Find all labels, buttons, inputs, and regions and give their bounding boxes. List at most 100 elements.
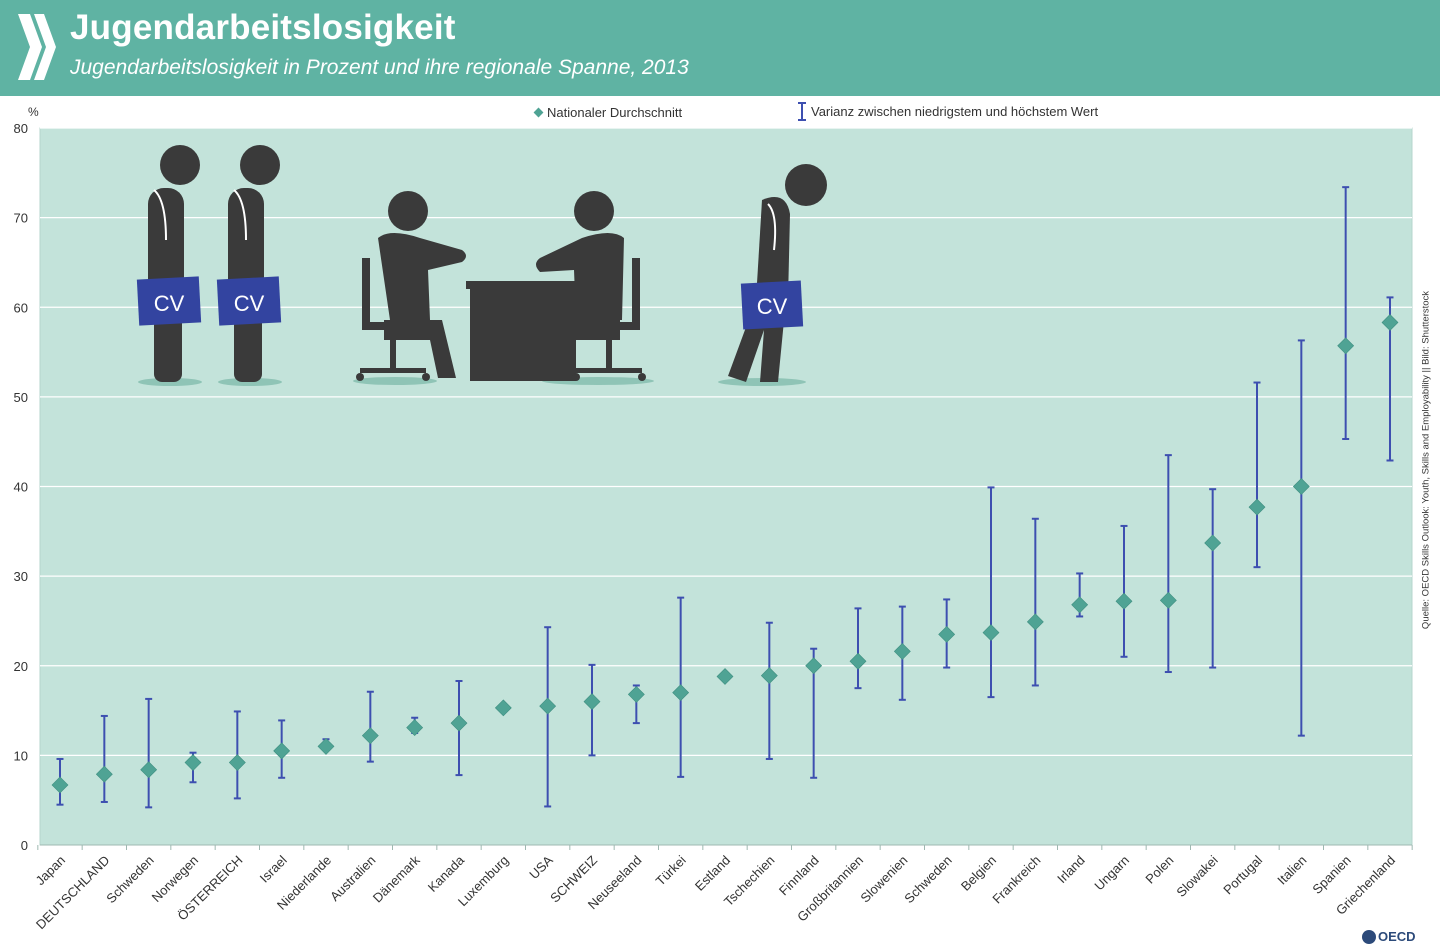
chart-header: Jugendarbeitslosigkeit Jugendarbeitslosi…: [0, 0, 1440, 96]
y-tick-label: 20: [14, 659, 28, 674]
range-bar: [366, 690, 374, 763]
mean-marker: [539, 697, 557, 715]
range-dot-chart: 0 10 20 30 40 50 60 70 80 % Nationaler Durchschn…: [14, 102, 1413, 932]
mean-marker: [1292, 478, 1310, 495]
x-tick-label: Portugal: [1220, 852, 1265, 897]
mean-marker: [95, 765, 113, 783]
range-bar: [1342, 186, 1350, 440]
x-tick-label: Frankreich: [989, 853, 1043, 907]
mean-marker: [672, 684, 690, 702]
range-bar: [1209, 488, 1217, 669]
x-tick-label: USA: [526, 852, 556, 882]
y-tick-label: 10: [14, 748, 28, 763]
mean-marker: [849, 652, 867, 670]
x-tick-label: Spanien: [1309, 853, 1353, 897]
cv-folder-icon: [740, 280, 804, 330]
grid-lines: [40, 127, 1412, 756]
mean-marker: [1248, 498, 1266, 516]
mean-marker: [982, 624, 1000, 642]
x-tick-label: Finnland: [776, 853, 822, 899]
range-bar: [987, 486, 995, 699]
y-tick-label: 40: [14, 480, 28, 495]
oecd-brand: OECD: [1362, 929, 1416, 944]
mean-marker: [1071, 596, 1089, 614]
source-note-text: Quelle: OECD Skills Outlook: Youth, Skil…: [1420, 290, 1432, 630]
cv-label: CV: [234, 291, 265, 316]
legend-range-marker: [798, 102, 806, 121]
oecd-chevron-logo-icon: [18, 14, 56, 80]
mean-marker: [228, 754, 246, 771]
y-axis-unit-label: %: [28, 105, 39, 119]
mean-marker: [1159, 591, 1177, 609]
interview-scene-icon: [353, 191, 654, 385]
globe-icon: [1362, 929, 1376, 944]
mean-marker: [1381, 314, 1399, 331]
range-bar: [145, 697, 153, 809]
x-tick-label: Irland: [1054, 853, 1088, 887]
x-tick-label: Ungarn: [1091, 853, 1132, 894]
mean-series: [51, 314, 1399, 794]
range-bar: [1297, 339, 1305, 737]
x-tick-label: Dänemark: [370, 852, 423, 905]
mean-marker: [893, 642, 911, 660]
x-tick-label: Slowakei: [1173, 852, 1220, 899]
mean-marker: [184, 754, 202, 771]
mean-marker: [1026, 613, 1044, 631]
x-tick-label: Kanada: [425, 852, 468, 895]
range-bar: [854, 607, 862, 690]
brand-label: OECD: [1378, 929, 1416, 944]
chart-title: Jugendarbeitslosigkeit: [70, 8, 456, 47]
x-tick-label: Italien: [1274, 853, 1309, 888]
mean-marker: [51, 776, 69, 794]
mean-marker: [938, 625, 956, 643]
mean-marker: [273, 742, 291, 760]
legend: Nationaler Durchschnitt Varianz zwischen…: [533, 102, 1098, 121]
y-axis: 0 10 20 30 40 50 60 70 80: [14, 121, 1413, 853]
y-tick-label: 80: [14, 121, 28, 136]
cv-label: CV: [154, 291, 185, 316]
legend-range-label: Varianz zwischen niedrigstem und höchste…: [811, 104, 1098, 119]
x-tick-label: Türkei: [653, 852, 689, 888]
x-tick-label: Estland: [692, 853, 733, 894]
x-axis: JapanDEUTSCHLANDSchwedenNorwegenÖSTERREI…: [32, 852, 1398, 932]
cv-folder-icon: [136, 276, 202, 326]
mean-marker: [583, 693, 601, 711]
mean-marker: [1337, 337, 1355, 355]
y-tick-label: 70: [14, 211, 28, 226]
cv-label: CV: [757, 294, 788, 319]
range-bar: [544, 626, 552, 808]
mean-marker: [805, 657, 823, 675]
x-tick-label: Schweden: [103, 853, 157, 907]
y-tick-label: 0: [21, 838, 28, 853]
mean-marker: [140, 761, 158, 779]
mean-marker: [716, 668, 734, 685]
legend-mean-label: Nationaler Durchschnitt: [547, 105, 683, 120]
mean-marker: [494, 699, 512, 717]
range-bar: [1253, 381, 1261, 569]
range-bar: [765, 621, 773, 760]
mean-marker: [406, 719, 424, 737]
mean-marker: [760, 667, 778, 685]
x-tick-label: Polen: [1142, 853, 1176, 887]
x-tick-label: Schweden: [901, 853, 955, 907]
legend-mean-marker: [533, 107, 544, 118]
mean-marker: [317, 737, 335, 755]
cv-folder-icon: [216, 276, 282, 326]
y-tick-label: 50: [14, 390, 28, 405]
mean-marker: [627, 686, 645, 703]
x-tick-label: Israel: [257, 852, 290, 885]
source-note: Quelle: OECD Skills Outlook: Youth, Skil…: [1416, 265, 1436, 655]
mean-marker: [1204, 534, 1222, 552]
range-bar: [588, 663, 596, 757]
chart-subtitle: Jugendarbeitslosigkeit in Prozent und ih…: [70, 56, 689, 79]
range-bar: [1120, 524, 1128, 658]
range-bar: [1031, 517, 1039, 687]
y-tick-label: 30: [14, 569, 28, 584]
range-bar: [100, 714, 108, 803]
mean-marker: [361, 727, 379, 745]
mean-marker: [450, 714, 468, 732]
mean-marker: [1115, 592, 1133, 610]
range-bar: [1164, 454, 1172, 674]
job-seekers-illustration: CV CV: [136, 145, 827, 386]
x-tick-label: Belgien: [958, 853, 999, 894]
